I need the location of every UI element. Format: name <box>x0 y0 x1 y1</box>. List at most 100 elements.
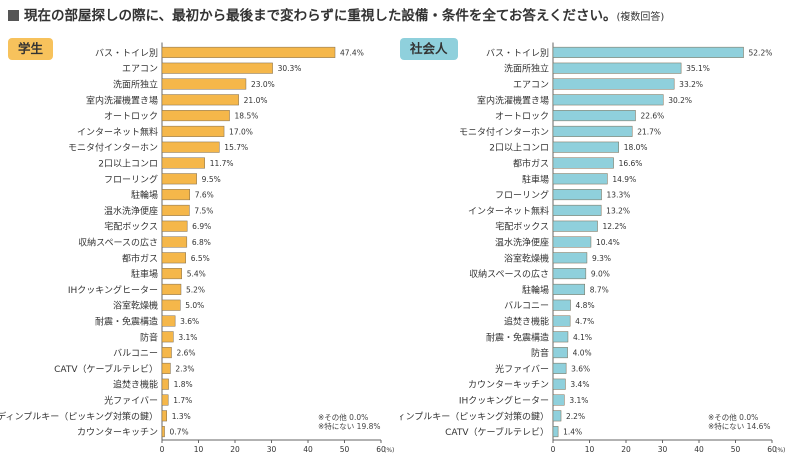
chart-students: バス・トイレ別 47.4% エアコン 30.3% 洗面所独立 23.0% 室内洗濯機置き場 2… <box>0 42 394 454</box>
bar <box>552 283 586 295</box>
bar <box>552 157 614 169</box>
value-label: 4.7% <box>575 317 594 326</box>
value-label: 1.4% <box>563 428 582 437</box>
note-none: ※特にない 19.8% <box>318 422 381 431</box>
category-label: モニタ付インターホン <box>68 143 158 154</box>
category-label: オートロック <box>104 111 158 122</box>
category-label: オートロック <box>495 111 549 122</box>
note-none: ※特にない 14.6% <box>708 422 771 431</box>
title-square-icon <box>8 10 19 21</box>
value-label: 4.8% <box>576 301 595 310</box>
category-label: バルコニー <box>504 301 549 312</box>
bar <box>552 141 619 153</box>
value-label: 52.2% <box>749 48 773 57</box>
tick-label: 50 <box>340 445 350 454</box>
category-label: 都市ガス <box>122 252 158 264</box>
category-label: 洗面所独立 <box>113 79 158 91</box>
value-label: 21.0% <box>244 96 268 105</box>
tick-label: 50 <box>731 445 741 454</box>
bar <box>552 94 664 106</box>
value-label: 0.7% <box>170 428 189 437</box>
bar <box>161 141 220 153</box>
bar <box>161 94 239 106</box>
bar <box>161 62 273 74</box>
category-label: ディンプルキー（ピッキング対策の鍵） <box>400 410 549 422</box>
category-label: 追焚き機能 <box>113 379 158 391</box>
bar <box>161 315 176 327</box>
bar <box>552 362 567 374</box>
bar <box>552 46 744 58</box>
category-label: インターネット無料 <box>77 126 158 138</box>
tick-label: 40 <box>694 445 704 454</box>
category-label: IHクッキングヒーター <box>459 395 549 407</box>
tick-label: 20 <box>230 445 240 454</box>
value-label: 6.8% <box>192 238 211 247</box>
category-label: 収納スペースの広さ <box>78 237 158 249</box>
tick-label: 0 <box>551 445 556 454</box>
category-label: バルコニー <box>113 348 158 359</box>
bar <box>552 110 636 122</box>
category-label: 宅配ボックス <box>495 221 549 233</box>
category-label: 光ファイバー <box>495 363 549 375</box>
value-label: 30.2% <box>668 96 692 105</box>
category-label: 耐震・免震構造 <box>486 331 549 343</box>
value-label: 1.3% <box>172 412 191 421</box>
notes-workers: ※その他 0.0% ※特にない 14.6% <box>708 413 771 431</box>
bar <box>552 299 571 311</box>
bar <box>161 78 247 90</box>
value-label: 3.4% <box>570 380 589 389</box>
value-label: 13.3% <box>607 191 631 200</box>
category-label: 耐震・免震構造 <box>95 316 158 328</box>
value-label: 18.0% <box>624 143 648 152</box>
bar <box>161 299 181 311</box>
value-label: 23.0% <box>251 80 275 89</box>
tick-label: 60 <box>767 445 777 454</box>
bar <box>161 268 182 280</box>
value-label: 11.7% <box>210 159 234 168</box>
bar <box>552 410 562 422</box>
category-label: ディンプルキー（ピッキング対策の鍵） <box>0 410 158 422</box>
category-label: インターネット無料 <box>468 205 549 217</box>
value-label: 35.1% <box>686 64 710 73</box>
tick-label: 10 <box>194 445 204 454</box>
category-label: カウンターキッチン <box>77 427 158 438</box>
category-label: 追焚き機能 <box>504 316 549 328</box>
bar <box>552 331 569 343</box>
bar <box>161 283 182 295</box>
chart-workers: バス・トイレ別 52.2% 洗面所独立 35.1% エアコン 33.2% 室内洗濯機置き場 3… <box>400 42 785 454</box>
bar <box>552 236 592 248</box>
category-label: 駐輪場 <box>522 284 549 296</box>
category-label: 駐車場 <box>522 173 549 185</box>
bar <box>552 78 675 90</box>
category-label: 防音 <box>531 347 549 359</box>
tick-label: 60 <box>376 445 386 454</box>
bar <box>552 347 568 359</box>
category-label: 光ファイバー <box>104 395 158 407</box>
badge-workers: 社会人 <box>400 38 458 60</box>
unit-label: (%) <box>384 447 394 454</box>
category-label: 防音 <box>140 331 158 343</box>
bar <box>161 426 165 438</box>
value-label: 47.4% <box>340 48 364 57</box>
bar <box>552 173 608 185</box>
category-label: 2口以上コンロ <box>489 143 549 154</box>
bar <box>161 157 205 169</box>
value-label: 2.3% <box>175 364 194 373</box>
value-label: 33.2% <box>679 80 703 89</box>
unit-label: (%) <box>775 447 785 454</box>
value-label: 2.2% <box>566 412 585 421</box>
bar <box>161 236 188 248</box>
category-label: 浴室乾燥機 <box>113 300 158 312</box>
value-label: 10.4% <box>596 238 620 247</box>
value-label: 7.6% <box>195 191 214 200</box>
value-label: 1.8% <box>174 380 193 389</box>
category-label: バス・トイレ別 <box>486 48 549 59</box>
bar <box>552 204 602 216</box>
value-label: 21.7% <box>637 127 661 136</box>
note-other: ※その他 0.0% <box>318 413 369 422</box>
bar <box>161 331 174 343</box>
value-label: 4.0% <box>573 349 592 358</box>
value-label: 3.6% <box>180 317 199 326</box>
category-label: エアコン <box>122 65 158 75</box>
value-label: 14.9% <box>612 175 636 184</box>
